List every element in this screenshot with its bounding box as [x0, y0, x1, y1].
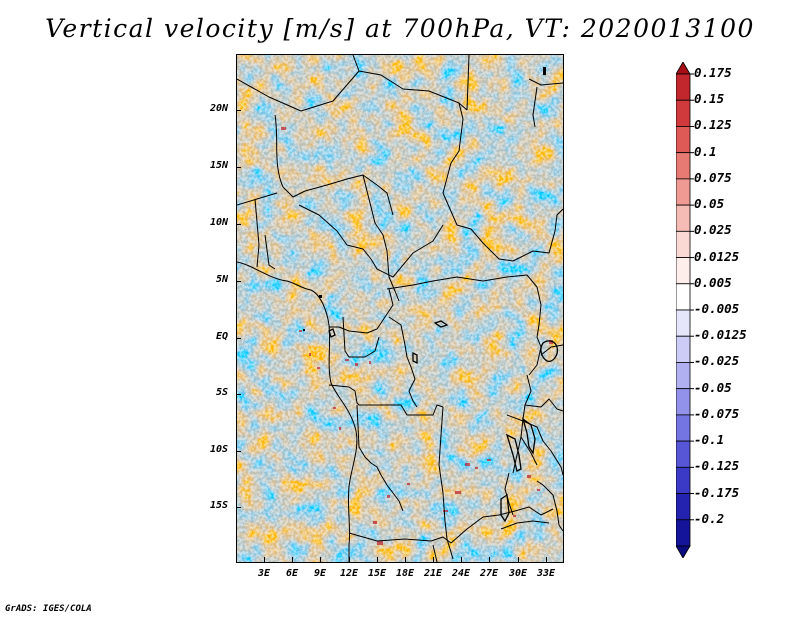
lat-label: 10S	[209, 444, 228, 455]
colorbar-label: -0.075	[694, 405, 740, 421]
lat-tick	[236, 110, 241, 111]
colorbar-label: -0.005	[694, 301, 740, 316]
velocity-map	[236, 54, 564, 563]
colorbar-swatch	[676, 99, 691, 127]
lat-tick	[236, 451, 241, 452]
strong-updraft-cells	[281, 127, 553, 545]
colorbar-swatch	[676, 309, 691, 337]
colorbar-label: -0.125	[694, 458, 740, 474]
lon-label: 18E	[395, 568, 415, 579]
colorbar-swatch	[676, 230, 691, 258]
lon-label: 33E	[536, 568, 556, 579]
lon-label: 3E	[257, 568, 271, 579]
lon-tick	[264, 557, 265, 562]
lat-label: 20N	[209, 103, 228, 114]
colorbar-label: -0.0125	[694, 327, 747, 343]
lat-tick	[236, 507, 241, 508]
lat-label: 15N	[209, 160, 228, 171]
colorbar-label: 0.05	[694, 196, 725, 212]
lon-tick	[489, 557, 490, 562]
colorbar-label: 0.005	[694, 274, 732, 290]
lon-tick	[320, 557, 321, 562]
colorbar-swatch	[676, 257, 691, 285]
lat-label: EQ	[215, 331, 228, 342]
lon-label: 24E	[451, 568, 471, 579]
lon-label: 15E	[367, 568, 387, 579]
colorbar-swatch	[676, 414, 691, 442]
lat-tick	[236, 224, 241, 225]
colorbar-swatch	[676, 178, 691, 206]
colorbar-label: 0.125	[694, 117, 732, 133]
map-title: Vertical velocity [m/s] at 700hPa, VT: 2…	[45, 14, 755, 43]
colorbar-label: 0.075	[694, 169, 732, 185]
lat-tick	[236, 167, 241, 168]
colorbar-swatch	[676, 73, 691, 101]
lon-label: 30E	[508, 568, 528, 579]
colorbar-swatch	[676, 466, 691, 494]
lon-tick	[405, 557, 406, 562]
lon-tick	[292, 557, 293, 562]
grads-credit: GrADS: IGES/COLA	[5, 604, 92, 614]
lon-label: 12E	[339, 568, 359, 579]
colorbar-swatch	[676, 204, 691, 232]
colorbar-label: 0.175	[694, 65, 732, 80]
colorbar-swatch	[676, 283, 691, 311]
lat-label: 10N	[209, 217, 228, 228]
colorbar-label: -0.2	[694, 510, 725, 526]
lat-label: 5N	[215, 274, 228, 285]
colorbar-label: 0.1	[694, 143, 717, 159]
lon-label: 27E	[479, 568, 499, 579]
colorbar-swatch	[676, 519, 691, 547]
small-islands	[303, 67, 546, 331]
lon-tick	[433, 557, 434, 562]
colorbar-swatch	[676, 545, 691, 558]
lon-tick	[349, 557, 350, 562]
colorbar-swatch	[676, 152, 691, 180]
lon-label: 6E	[285, 568, 299, 579]
colorbar-label: -0.175	[694, 484, 740, 500]
lat-tick	[236, 281, 241, 282]
lon-label: 21E	[423, 568, 443, 579]
colorbar-swatch	[676, 335, 691, 363]
colorbar-label: 0.15	[694, 91, 725, 107]
lon-tick	[461, 557, 462, 562]
colorbar-swatch	[676, 440, 691, 468]
lat-label: 5S	[215, 387, 228, 398]
colorbar-swatch	[676, 493, 691, 521]
lat-tick	[236, 338, 241, 339]
colorbar-label: -0.025	[694, 353, 740, 369]
colorbar-swatch	[676, 62, 691, 75]
lon-tick	[518, 557, 519, 562]
colorbar	[676, 62, 694, 558]
lon-tick	[377, 557, 378, 562]
country-borders	[237, 55, 563, 562]
lat-tick	[236, 394, 241, 395]
field-speckle	[237, 55, 563, 562]
colorbar-swatch	[676, 362, 691, 390]
colorbar-label: -0.05	[694, 379, 732, 395]
colorbar-label: 0.0125	[694, 248, 740, 264]
colorbar-swatch	[676, 126, 691, 154]
lon-label: 9E	[313, 568, 327, 579]
lon-tick	[546, 557, 547, 562]
colorbar-swatch	[676, 388, 691, 416]
colorbar-label: -0.1	[694, 432, 725, 448]
colorbar-label: 0.025	[694, 222, 732, 238]
lakes	[328, 320, 559, 523]
lat-label: 15S	[209, 500, 228, 511]
map-field	[237, 55, 563, 562]
